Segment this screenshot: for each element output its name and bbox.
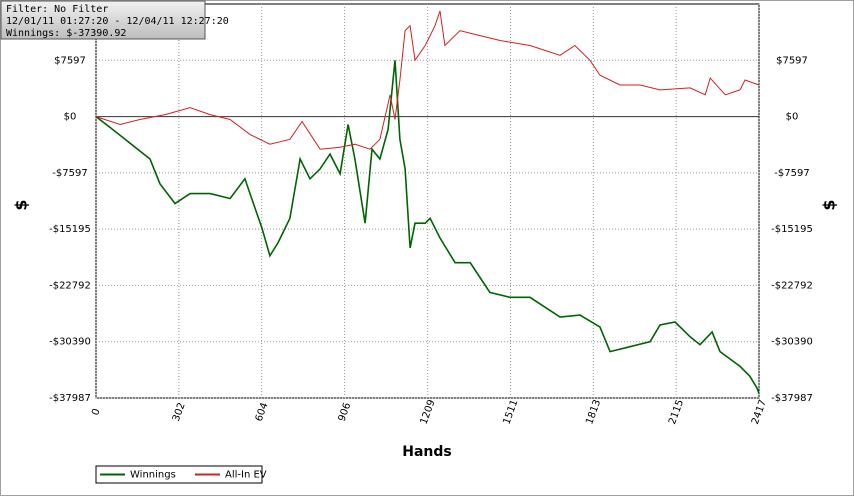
info-box: Filter: No Filter 12/01/11 01:27:20 - 12… bbox=[0, 0, 229, 40]
y-tick-label: -$7597 bbox=[52, 168, 87, 179]
legend bbox=[95, 465, 263, 484]
y2-tick-label: $7597 bbox=[776, 55, 808, 66]
y2-tick-label: -$37987 bbox=[771, 393, 813, 404]
info-winnings: Winnings: $-37390.92 bbox=[6, 28, 126, 39]
series-line bbox=[95, 60, 760, 394]
y-axis-label: $ bbox=[12, 199, 31, 210]
y2-tick-label: -$15195 bbox=[771, 224, 813, 235]
x-tick-label: 0 bbox=[90, 407, 103, 417]
y-tick-label: $7597 bbox=[54, 55, 86, 66]
legend-label: All-In EV bbox=[225, 470, 267, 481]
y-tick-label: -$15195 bbox=[49, 224, 91, 235]
plot-area bbox=[95, 3, 760, 399]
info-filter: Filter: No Filter bbox=[6, 4, 108, 15]
y2-tick-label: $0 bbox=[786, 112, 799, 123]
info-background bbox=[0, 0, 206, 40]
info-dates: 12/01/11 01:27:20 - 12/04/11 12:27:20 bbox=[6, 16, 229, 27]
legend-items: Winnings All-In EV bbox=[100, 470, 267, 481]
y-tick-label: -$22792 bbox=[49, 280, 91, 291]
y-tick-label: -$37987 bbox=[49, 393, 91, 404]
y2-tick-label: -$30390 bbox=[771, 337, 813, 348]
y2-tick-label: -$22792 bbox=[771, 280, 813, 291]
y2-tick-label: -$7597 bbox=[774, 168, 809, 179]
legend-label: Winnings bbox=[130, 470, 176, 481]
x-axis-label: Hands bbox=[402, 444, 452, 460]
y2-axis-label: $ bbox=[820, 199, 839, 210]
series-line bbox=[95, 10, 760, 150]
y-tick-label: -$30390 bbox=[49, 337, 91, 348]
y-tick-label: $0 bbox=[64, 112, 77, 123]
